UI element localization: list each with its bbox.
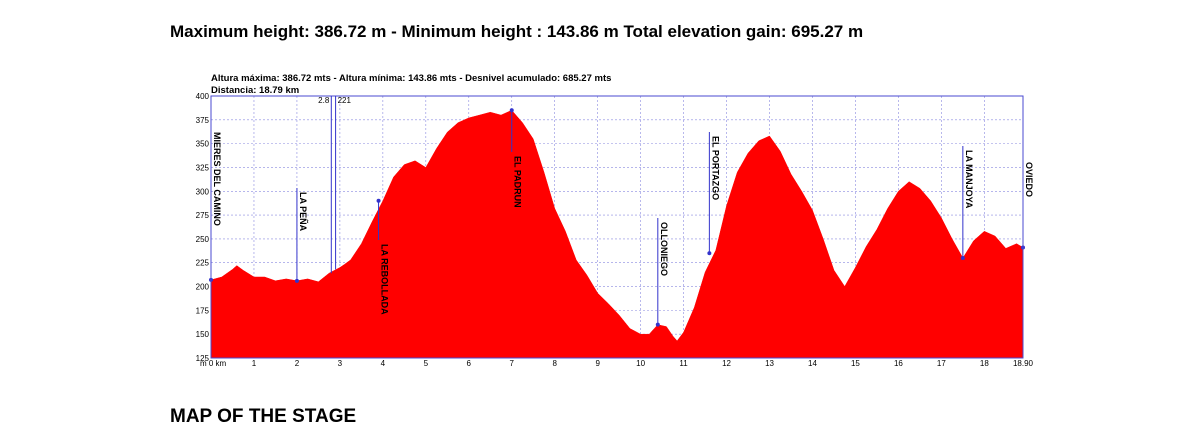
y-tick-label: 175 — [196, 306, 210, 315]
y-tick-label: 200 — [196, 283, 210, 292]
y-tick-label: 400 — [196, 92, 210, 101]
x-tick-label: 7 — [510, 359, 515, 368]
x-tick-label: 4 — [381, 359, 386, 368]
x-tick-label: 9 — [595, 359, 600, 368]
waypoint-dot — [509, 108, 514, 113]
x-tick-label: 8 — [552, 359, 557, 368]
x-tick-label: 12 — [722, 359, 731, 368]
x-tick-label: 6 — [467, 359, 472, 368]
distance-flag-label: 2.8 — [318, 96, 330, 105]
waypoint-dot — [707, 251, 712, 256]
x-tick-label: 2 — [295, 359, 300, 368]
map-of-stage-heading: MAP OF THE STAGE — [170, 406, 357, 427]
x-tick-label: 15 — [851, 359, 860, 368]
waypoint-label: MIERES DEL CAMINO — [212, 132, 222, 226]
waypoint-dot — [960, 255, 965, 260]
y-tick-label: 275 — [196, 211, 210, 220]
x-tick-label: 10 — [636, 359, 645, 368]
distance-flags: 2.8 221 — [318, 96, 352, 274]
waypoint-dot — [294, 278, 299, 283]
y-tick-label: 250 — [196, 235, 210, 244]
waypoint-dot — [376, 198, 381, 203]
y-tick-label: 125 — [196, 354, 210, 363]
y-tick-label: 375 — [196, 116, 210, 125]
chart-subtitle: Distancia: 18.79 km — [211, 85, 299, 96]
y-tick-label: 350 — [196, 140, 210, 149]
x-tick-label: 18 — [980, 359, 989, 368]
x-tick-label: 5 — [424, 359, 429, 368]
chart-title: Altura máxima: 386.72 mts - Altura mínim… — [211, 73, 611, 84]
y-tick-label: 225 — [196, 259, 210, 268]
y-tick-label: 150 — [196, 330, 210, 339]
waypoint-label: LA PEÑA — [298, 192, 308, 232]
waypoint-label: LA REBOLLADA — [380, 244, 390, 315]
distance-flag-label: 221 — [338, 96, 352, 105]
y-tick-label: 300 — [196, 187, 210, 196]
waypoint-label: EL PADRUN — [513, 156, 523, 208]
waypoint-label: EL PORTAZGO — [710, 136, 720, 200]
x-tick-label: 14 — [808, 359, 817, 368]
waypoint-label: LA MANJOYA — [964, 150, 974, 209]
waypoint-label: OLLONIEGO — [659, 222, 669, 276]
stage-summary-heading: Maximum height: 386.72 m - Minimum heigh… — [170, 22, 864, 41]
x-tick-label: 13 — [765, 359, 774, 368]
x-tick-label: 16 — [894, 359, 903, 368]
elevation-area — [210, 109, 1024, 359]
y-tick-label: 325 — [196, 163, 210, 172]
x-tick-label: 11 — [679, 359, 688, 368]
waypoint-label: OVIEDO — [1024, 162, 1034, 197]
x-tick-label: 3 — [338, 359, 343, 368]
plot-frame — [210, 95, 1024, 359]
waypoint-dot — [655, 322, 660, 327]
x-tick-label: m 0 km — [200, 359, 227, 368]
x-tick-label: 17 — [937, 359, 946, 368]
x-tick-label: 1 — [252, 359, 257, 368]
x-tick-label: 18.90 — [1013, 359, 1034, 368]
